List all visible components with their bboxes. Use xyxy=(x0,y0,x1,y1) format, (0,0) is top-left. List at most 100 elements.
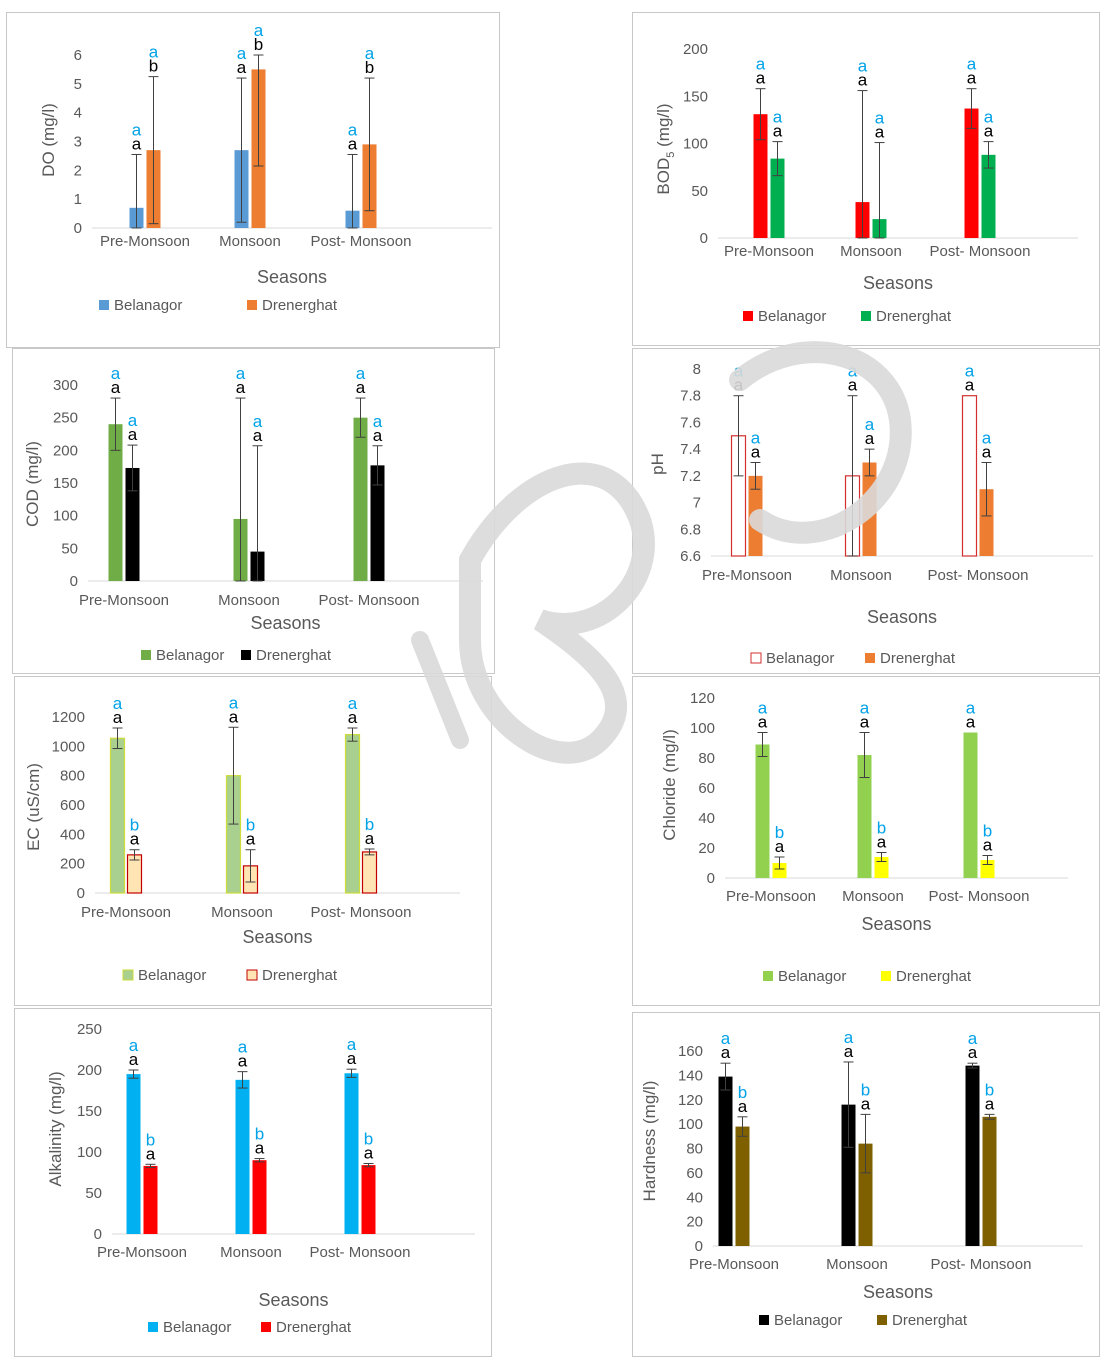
bar-drenerghat xyxy=(772,863,787,878)
x-tick-label: Pre-Monsoon xyxy=(726,888,816,905)
x-axis-label: Seasons xyxy=(863,273,933,293)
error-bar xyxy=(127,444,138,492)
y-tick-label: 400 xyxy=(60,826,85,843)
y-tick-label: 140 xyxy=(678,1067,703,1084)
y-axis-label: Hardness (mg/l) xyxy=(640,1081,659,1202)
significance-letter-cyan: a xyxy=(734,362,744,381)
error-bar xyxy=(876,852,887,862)
y-tick-label: 0 xyxy=(695,1238,703,1255)
y-tick-label: 250 xyxy=(77,1021,102,1038)
error-bar xyxy=(364,77,375,212)
error-bar xyxy=(252,445,263,582)
legend-label: Belanagor xyxy=(766,650,834,667)
bar-belanagor xyxy=(108,424,123,581)
significance-letter-cyan: a xyxy=(966,699,976,718)
error-bar xyxy=(129,849,140,861)
legend-label: Belanagor xyxy=(778,968,846,985)
error-bar xyxy=(984,1113,995,1120)
y-axis-label: EC (uS/cm) xyxy=(24,763,43,851)
y-tick-label: 4 xyxy=(74,105,82,122)
bar-drenerghat xyxy=(735,1126,750,1246)
y-tick-label: 40 xyxy=(686,1189,703,1206)
significance-letter: a xyxy=(860,713,870,732)
bar-drenerghat xyxy=(979,489,994,556)
y-tick-label: 1000 xyxy=(52,738,85,755)
x-tick-label: Post- Monsoon xyxy=(311,233,412,250)
significance-letter-cyan: a xyxy=(229,693,239,712)
bar-belanagor xyxy=(235,1079,250,1234)
error-bar xyxy=(346,1068,357,1078)
error-bar xyxy=(245,849,256,883)
error-bar xyxy=(772,141,783,177)
x-tick-label: Monsoon xyxy=(219,233,281,250)
significance-letter: a xyxy=(858,71,868,90)
x-tick-label: Monsoon xyxy=(220,1244,282,1261)
y-axis-label: COD (mg/l) xyxy=(23,441,42,527)
x-axis-label: Seasons xyxy=(258,1290,328,1310)
significance-letter-cyan: a xyxy=(844,1028,854,1047)
y-tick-label: 150 xyxy=(683,88,708,105)
significance-letter-cyan: a xyxy=(967,55,977,74)
legend-label: Drenerghat xyxy=(262,297,338,314)
significance-letter: a xyxy=(347,1049,357,1068)
x-tick-label: Post- Monsoon xyxy=(931,1256,1032,1273)
legend-swatch xyxy=(743,311,753,321)
bar-belanagor xyxy=(965,1065,980,1246)
bar-drenerghat xyxy=(125,467,140,581)
chart-panel-chloride: 0 20 40 60 80 100 120 Chloride (mg/l) Pre-Monsoo… xyxy=(632,676,1100,1006)
x-tick-label: Monsoon xyxy=(830,567,892,584)
significance-letter-cyan: a xyxy=(365,44,375,63)
x-axis-label: Seasons xyxy=(250,613,320,633)
significance-letter: a xyxy=(967,69,977,88)
bar-drenerghat xyxy=(862,462,877,556)
y-tick-label: 150 xyxy=(53,475,78,492)
error-bar xyxy=(982,855,993,865)
significance-letter-cyan: a xyxy=(254,21,264,40)
y-tick-label: 7.4 xyxy=(680,441,701,458)
chart-svg: 6.6 6.8 7 7.2 7.4 7.6 7.8 8 pH Pre-Monsoon Monsoon… xyxy=(648,361,1093,667)
significance-letter: a xyxy=(773,122,783,141)
significance-letter: a xyxy=(861,1094,871,1113)
legend-label: Drenerghat xyxy=(256,647,332,664)
bar-belanagor xyxy=(718,1076,733,1246)
y-tick-label: 200 xyxy=(53,442,78,459)
significance-letter: a xyxy=(146,1144,156,1163)
significance-letter-cyan: a xyxy=(758,699,768,718)
significance-letter-cyan: b xyxy=(364,1129,373,1148)
significance-letter-cyan: b xyxy=(246,816,255,835)
error-bar xyxy=(364,848,375,856)
significance-letter: a xyxy=(373,426,383,445)
x-tick-label: Post- Monsoon xyxy=(928,567,1029,584)
y-axis-label: Alkalinity (mg/l) xyxy=(46,1071,65,1186)
significance-letter-cyan: a xyxy=(253,412,263,431)
bar-drenerghat xyxy=(982,1116,997,1246)
significance-letter-cyan: a xyxy=(860,699,870,718)
chart-svg: 0 200 400 600 800 1000 1200 EC (uS/cm) Pre-Monso… xyxy=(24,693,460,984)
significance-letter: a xyxy=(229,707,239,726)
bar-belanagor xyxy=(963,732,978,878)
significance-letter: a xyxy=(128,425,138,444)
significance-letter-cyan: b xyxy=(983,822,992,841)
y-tick-label: 8 xyxy=(693,361,701,378)
significance-letter-cyan: a xyxy=(347,1035,357,1054)
y-tick-label: 40 xyxy=(698,810,715,827)
significance-letter: a xyxy=(132,134,142,153)
legend-label: Belanagor xyxy=(163,1319,231,1336)
bar-drenerghat xyxy=(143,1165,158,1234)
significance-letter-cyan: a xyxy=(238,1038,248,1057)
legend-swatch xyxy=(877,1315,887,1325)
y-tick-label: 100 xyxy=(690,720,715,737)
x-axis-label: Seasons xyxy=(242,927,312,947)
x-axis-label: Seasons xyxy=(867,607,937,627)
significance-letter-cyan: a xyxy=(129,1036,139,1055)
significance-letter-cyan: a xyxy=(875,109,885,128)
significance-letter-cyan: b xyxy=(146,1130,155,1149)
legend-swatch xyxy=(246,969,258,981)
y-axis-label-unit: (mg/l) xyxy=(654,103,673,151)
y-axis-label-subscript: 5 xyxy=(665,152,677,158)
significance-letter: a xyxy=(985,1094,995,1113)
significance-letter: a xyxy=(356,378,366,397)
bar-drenerghat xyxy=(770,158,785,238)
significance-letter-cyan: b xyxy=(130,816,139,835)
significance-letter-cyan: b xyxy=(861,1080,870,1099)
